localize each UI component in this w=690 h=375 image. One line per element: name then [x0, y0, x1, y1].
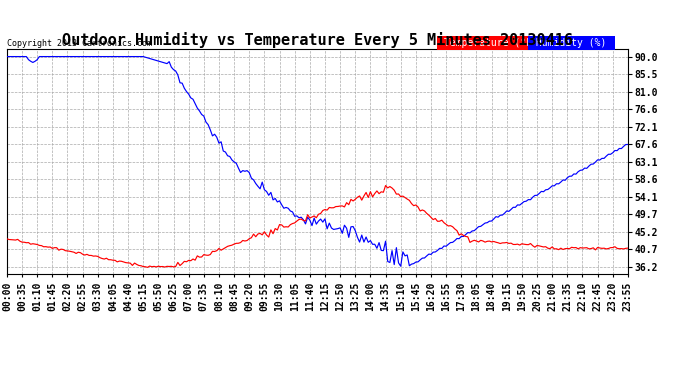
Text: Humidity (%): Humidity (%): [531, 38, 613, 48]
Text: Copyright 2013 Cartronics.com: Copyright 2013 Cartronics.com: [7, 39, 152, 48]
Text: Temperature (°F): Temperature (°F): [439, 38, 544, 48]
Title: Outdoor Humidity vs Temperature Every 5 Minutes 20130416: Outdoor Humidity vs Temperature Every 5 …: [62, 32, 573, 48]
